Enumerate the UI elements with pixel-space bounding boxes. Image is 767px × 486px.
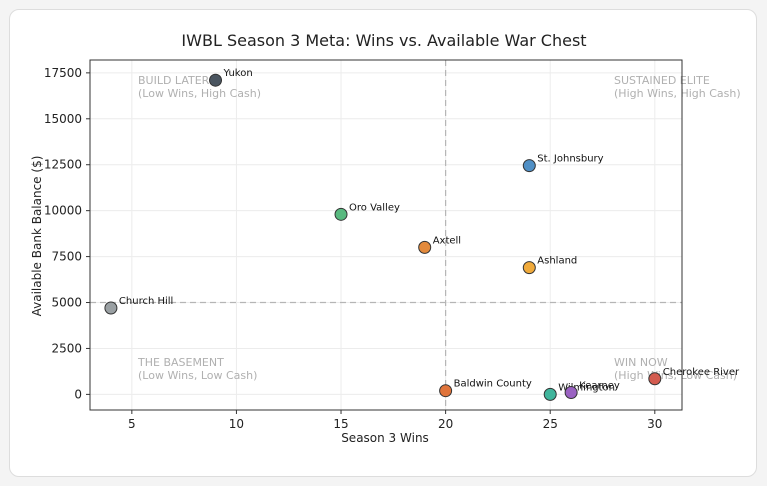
data-point: Ashland (522, 256, 577, 275)
quadrant-subtitle: (High Wins, Low Cash) (614, 369, 737, 382)
x-axis-label: Season 3 Wins (341, 431, 429, 445)
point-marker[interactable] (522, 261, 536, 275)
data-point: Wilmington (543, 382, 615, 401)
quadrant-subtitle: (High Wins, High Cash) (614, 87, 741, 100)
point-label: Yukon (223, 68, 253, 79)
point-label: Wilmington (558, 382, 615, 393)
reference-lines (90, 60, 682, 410)
y-tick-label: 5000 (51, 296, 82, 310)
point-label: Oro Valley (349, 202, 400, 213)
data-point: Baldwin County (439, 379, 532, 398)
quadrant-label-bottom-right: WIN NOW(High Wins, Low Cash) (614, 356, 737, 382)
y-tick-label: 7500 (51, 250, 82, 264)
x-axis-ticks: 5 10 15 20 25 30 (128, 410, 662, 431)
point-label: Baldwin County (454, 379, 532, 390)
y-tick-label: 12500 (44, 158, 82, 172)
point-marker[interactable] (439, 384, 453, 398)
quadrant-subtitle: (Low Wins, Low Cash) (138, 369, 257, 382)
quadrant-label-top-right: SUSTAINED ELITE(High Wins, High Cash) (614, 74, 741, 100)
y-tick-label: 15000 (44, 112, 82, 126)
y-tick-label: 2500 (51, 341, 82, 355)
data-point: Church Hill (104, 296, 173, 315)
point-marker[interactable] (104, 301, 118, 315)
quadrant-labels: BUILD LATER(Low Wins, High Cash) SUSTAINE… (137, 74, 741, 382)
chart-title: IWBL Season 3 Meta: Wins vs. Available W… (181, 31, 586, 50)
data-points: Yukon St. Johnsbury Oro Valley Axtell Ashlan… (104, 68, 740, 401)
data-point: Yukon (209, 68, 253, 87)
y-tick-label: 17500 (44, 66, 82, 80)
point-label: Axtell (433, 235, 461, 246)
point-label: Kearney (579, 381, 620, 392)
quadrant-label-bottom-left: THE BASEMENT(Low Wins, Low Cash) (137, 356, 257, 382)
x-tick-label: 5 (128, 417, 136, 431)
quadrant-title: WIN NOW (614, 356, 668, 369)
x-tick-label: 20 (438, 417, 453, 431)
x-tick-label: 15 (333, 417, 348, 431)
y-axis-label: Available Bank Balance ($) (30, 156, 44, 317)
chart-card (9, 9, 757, 477)
quadrant-title: BUILD LATER (138, 74, 210, 87)
point-label: Ashland (537, 256, 577, 267)
y-tick-label: 0 (74, 387, 82, 401)
point-marker[interactable] (543, 387, 557, 401)
x-tick-label: 25 (543, 417, 558, 431)
plot-frame (89, 59, 683, 411)
data-point: Cherokee River (648, 367, 740, 386)
quadrant-title: THE BASEMENT (137, 356, 224, 369)
quadrant-title: SUSTAINED ELITE (614, 74, 710, 87)
point-marker[interactable] (564, 386, 578, 400)
x-tick-label: 10 (229, 417, 244, 431)
data-point: St. Johnsbury (522, 154, 604, 173)
y-axis-ticks: 0 2500 5000 7500 10000 12500 15000 17500 (44, 66, 90, 401)
point-marker[interactable] (522, 159, 536, 173)
x-tick-label: 30 (647, 417, 662, 431)
point-marker[interactable] (648, 372, 662, 386)
quadrant-subtitle: (Low Wins, High Cash) (138, 87, 261, 100)
point-label: Church Hill (119, 296, 173, 307)
y-tick-label: 10000 (44, 204, 82, 218)
point-marker[interactable] (334, 207, 348, 221)
data-point: Oro Valley (334, 202, 400, 221)
quadrant-label-top-left: BUILD LATER(Low Wins, High Cash) (138, 74, 261, 100)
point-label: St. Johnsbury (537, 154, 603, 165)
point-marker[interactable] (209, 73, 223, 87)
point-label: Cherokee River (663, 367, 740, 378)
data-point: Axtell (418, 235, 461, 254)
data-point: Kearney (564, 381, 620, 400)
point-marker[interactable] (418, 240, 432, 254)
